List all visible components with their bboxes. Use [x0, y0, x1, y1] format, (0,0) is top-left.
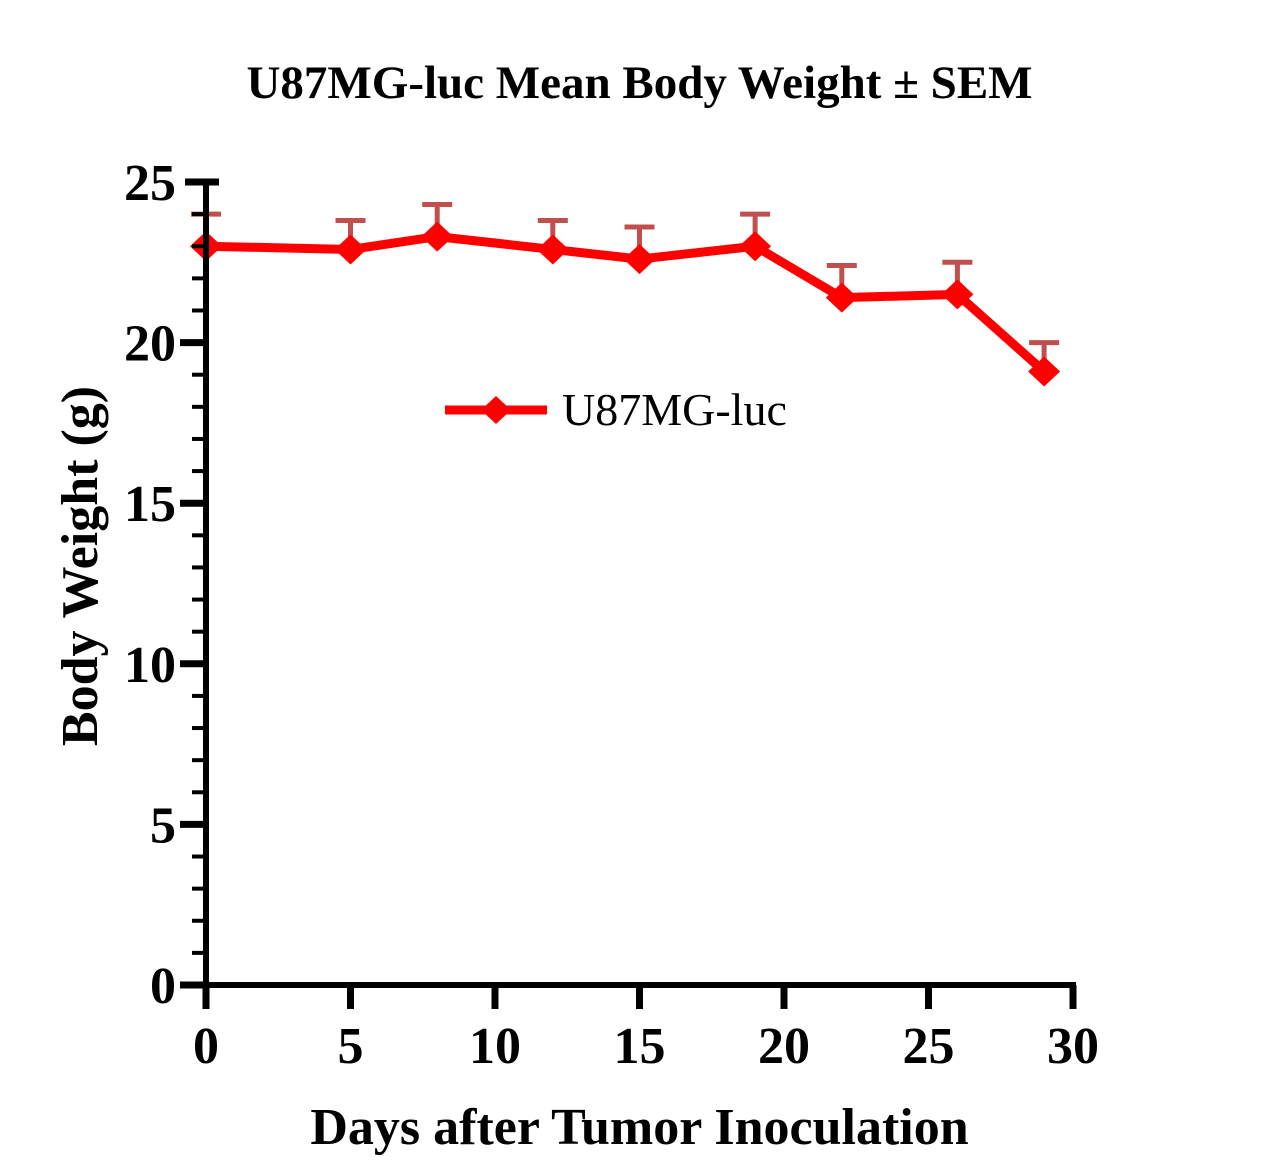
data-point-marker [334, 234, 367, 265]
data-point-marker [825, 282, 858, 313]
data-point-marker [536, 234, 569, 265]
x-tick-label: 20 [758, 1018, 810, 1075]
data-point-marker [623, 244, 656, 275]
data-point-marker [739, 231, 772, 262]
y-tick-label: 20 [124, 316, 176, 373]
y-tick-label: 15 [124, 476, 176, 533]
x-tick-label: 30 [1047, 1018, 1099, 1075]
legend-label: U87MG-luc [562, 384, 787, 435]
x-tick-label: 0 [193, 1018, 219, 1075]
y-tick-label: 0 [150, 958, 176, 1015]
x-tick-label: 5 [338, 1018, 364, 1075]
x-tick-label: 25 [903, 1018, 955, 1075]
y-axis-title: Body Weight (g) [52, 385, 109, 747]
legend: U87MG-luc [443, 381, 787, 439]
x-tick-label: 15 [614, 1018, 666, 1075]
x-axis-title: Days after Tumor Inoculation [310, 1099, 969, 1156]
chart-title: U87MG-luc Mean Body Weight ± SEM [246, 57, 1033, 109]
data-point-marker [421, 221, 454, 252]
y-tick-label: 10 [124, 637, 176, 694]
data-point-marker [1028, 356, 1061, 387]
y-tick-label: 5 [150, 797, 176, 854]
x-tick-label: 10 [469, 1018, 521, 1075]
data-point-marker [941, 279, 974, 310]
y-tick-label: 25 [124, 155, 176, 212]
legend-line-diamond-icon [445, 396, 547, 424]
series-line [205, 232, 1048, 375]
